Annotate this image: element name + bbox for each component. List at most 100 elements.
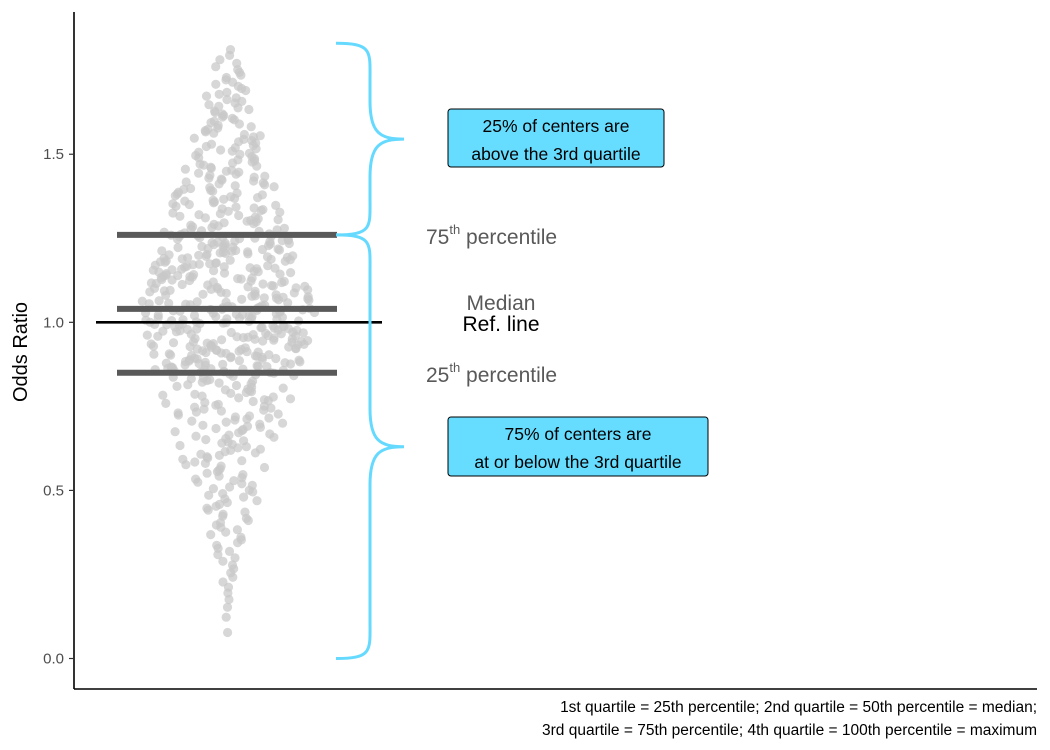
data-point <box>262 252 273 262</box>
data-point <box>146 339 156 349</box>
data-point <box>234 210 244 221</box>
data-point <box>192 297 202 307</box>
data-point <box>197 391 207 401</box>
data-point <box>262 362 272 372</box>
braces <box>335 41 405 660</box>
data-point <box>189 310 200 321</box>
data-point <box>238 470 248 480</box>
data-point <box>223 627 233 638</box>
data-point <box>250 286 260 296</box>
data-point <box>230 412 240 422</box>
data-point <box>234 393 244 403</box>
lower-brace <box>335 233 405 660</box>
data-point <box>231 202 241 212</box>
data-point <box>161 358 171 368</box>
data-point <box>180 164 190 174</box>
data-point <box>269 182 279 192</box>
data-point <box>161 398 171 408</box>
data-point <box>220 385 230 395</box>
data-point <box>264 413 274 423</box>
annotation-text-line: 25% of centers are <box>483 116 630 136</box>
data-point <box>206 162 216 172</box>
data-point <box>194 259 204 269</box>
data-point <box>273 409 283 419</box>
data-point <box>265 429 275 439</box>
data-point <box>197 241 207 252</box>
data-point <box>243 247 253 257</box>
data-point <box>212 540 222 551</box>
q1-percentile-label: 25th percentile <box>426 360 557 387</box>
data-point <box>181 177 191 187</box>
data-point <box>183 253 193 263</box>
ref-line-label: Ref. line <box>462 313 539 336</box>
data-point <box>146 278 156 288</box>
data-point <box>221 417 231 427</box>
percentile-labels: 75th percentile 25th percentile MedianRef.… <box>426 222 557 387</box>
data-point <box>300 281 310 291</box>
data-point <box>286 268 296 278</box>
data-point <box>258 279 268 289</box>
data-point <box>225 45 236 55</box>
data-point <box>216 145 226 155</box>
data-point <box>219 218 229 228</box>
data-point <box>209 266 219 276</box>
data-point <box>233 274 243 284</box>
data-point <box>189 270 199 280</box>
data-point <box>214 89 224 99</box>
data-point <box>264 350 274 360</box>
data-point <box>202 338 212 348</box>
data-point <box>288 251 298 261</box>
data-point <box>240 507 250 517</box>
data-point <box>202 468 212 478</box>
data-point <box>248 330 258 340</box>
data-point <box>278 418 288 428</box>
data-point <box>172 381 182 391</box>
data-point <box>259 293 269 303</box>
data-point <box>237 294 247 304</box>
data-point <box>214 101 224 111</box>
data-point <box>209 116 219 126</box>
data-point <box>218 359 228 369</box>
data-point <box>244 104 254 115</box>
data-point <box>239 436 249 446</box>
data-point <box>224 546 235 557</box>
data-point <box>213 399 223 409</box>
data-point <box>201 435 211 445</box>
data-point <box>239 492 249 502</box>
data-point <box>186 220 196 230</box>
data-point <box>211 423 221 434</box>
data-point <box>250 212 260 222</box>
data-point <box>208 484 218 494</box>
upper-brace <box>335 41 405 237</box>
data-point <box>180 196 190 206</box>
annotation-box-bg <box>447 416 709 477</box>
data-point <box>173 408 183 418</box>
data-point <box>179 184 189 194</box>
data-point <box>208 195 218 205</box>
data-point <box>149 349 159 359</box>
data-point <box>259 395 269 405</box>
data-point <box>175 211 185 221</box>
data-point <box>208 277 218 287</box>
data-point <box>221 612 231 622</box>
data-point <box>285 394 296 404</box>
quartile-lines <box>117 231 337 376</box>
data-point <box>230 181 240 191</box>
data-point <box>232 58 242 68</box>
data-point <box>248 396 258 407</box>
data-point <box>273 244 283 254</box>
data-point <box>273 215 283 225</box>
data-point <box>142 330 152 340</box>
data-point <box>170 427 180 437</box>
data-point <box>232 525 242 535</box>
annotation-text-line: at or below the 3rd quartile <box>474 452 681 472</box>
caption-line-1: 1st quartile = 25th percentile; 2nd quar… <box>560 699 1037 716</box>
data-point <box>231 309 241 319</box>
data-point <box>231 93 241 103</box>
data-point <box>219 262 229 272</box>
data-point <box>236 532 246 542</box>
data-point <box>168 338 179 348</box>
data-point <box>157 246 167 256</box>
y-tick-label: 1.5 <box>43 146 64 163</box>
data-point <box>177 279 187 290</box>
